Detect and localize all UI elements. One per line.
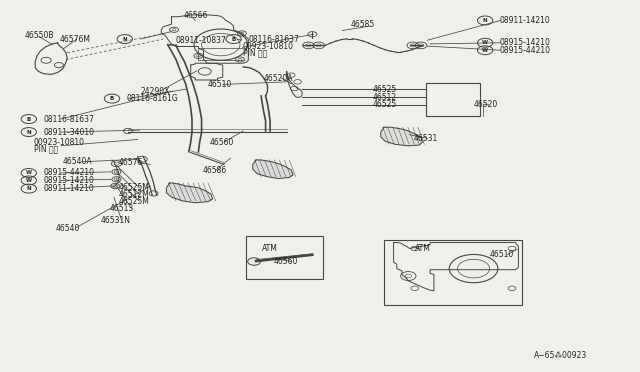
Text: 08915-14210: 08915-14210 [500,38,550,47]
Text: 08911-34010: 08911-34010 [44,128,95,137]
Text: N: N [122,36,127,42]
Text: 46560: 46560 [210,138,234,147]
Text: 46512M: 46512M [119,190,150,199]
Text: N: N [483,18,488,23]
Text: 46525: 46525 [372,85,397,94]
Text: 08116-81637: 08116-81637 [248,35,299,44]
Text: 08116-81637: 08116-81637 [44,115,94,124]
Text: 46525: 46525 [372,100,397,109]
Text: PIN ピン: PIN ピン [34,144,58,153]
Text: W: W [482,48,488,53]
Text: PIN ピン: PIN ピン [243,48,267,57]
Text: W: W [26,170,32,176]
Text: 46520: 46520 [474,100,498,109]
Text: 46510: 46510 [207,80,232,89]
Text: 46576: 46576 [119,158,143,167]
Text: ATM: ATM [415,244,431,253]
Text: 46585: 46585 [351,20,375,29]
Text: 46525M: 46525M [119,183,150,192]
Text: 08915-44210: 08915-44210 [44,169,95,177]
Text: B: B [110,96,114,101]
Bar [384,240,522,305]
Text: 46540: 46540 [56,224,80,232]
Text: 08116-8161G: 08116-8161G [127,94,179,103]
Text: 46560: 46560 [273,257,298,266]
Text: 46531N: 46531N [101,216,131,225]
Text: W: W [26,178,32,183]
Text: 08911-14210: 08911-14210 [500,16,550,25]
Polygon shape [166,183,212,203]
Text: 24290X: 24290X [141,87,170,96]
Text: 08915-44210: 08915-44210 [500,46,551,55]
Text: 08915-14210: 08915-14210 [44,176,94,185]
Text: 46576M: 46576M [60,35,90,44]
Text: 46550B: 46550B [24,31,54,40]
Text: 08911-14210: 08911-14210 [44,184,94,193]
Text: 46512: 46512 [372,93,397,102]
Text: 46586: 46586 [202,166,227,174]
Text: 46531: 46531 [414,134,438,143]
Text: 46513: 46513 [110,204,134,213]
Text: ATM: ATM [262,244,278,253]
Text: 46566: 46566 [184,11,208,20]
Text: N: N [26,129,31,135]
Text: 00923-10810: 00923-10810 [34,138,85,147]
Bar [426,83,480,116]
Text: A−65⁂00923: A−65⁂00923 [534,351,588,360]
Text: 46510: 46510 [490,250,514,259]
Polygon shape [253,160,293,179]
Bar [246,236,323,279]
Text: 46525M: 46525M [119,197,150,206]
Text: 00923-10810: 00923-10810 [243,42,294,51]
Polygon shape [381,127,422,146]
Text: B: B [27,116,31,122]
Text: 46540A: 46540A [63,157,92,166]
Text: 46520A: 46520A [264,74,293,83]
Text: W: W [482,40,488,45]
Text: 08911-10837: 08911-10837 [176,36,227,45]
Text: B: B [232,36,236,42]
Text: N: N [26,186,31,191]
